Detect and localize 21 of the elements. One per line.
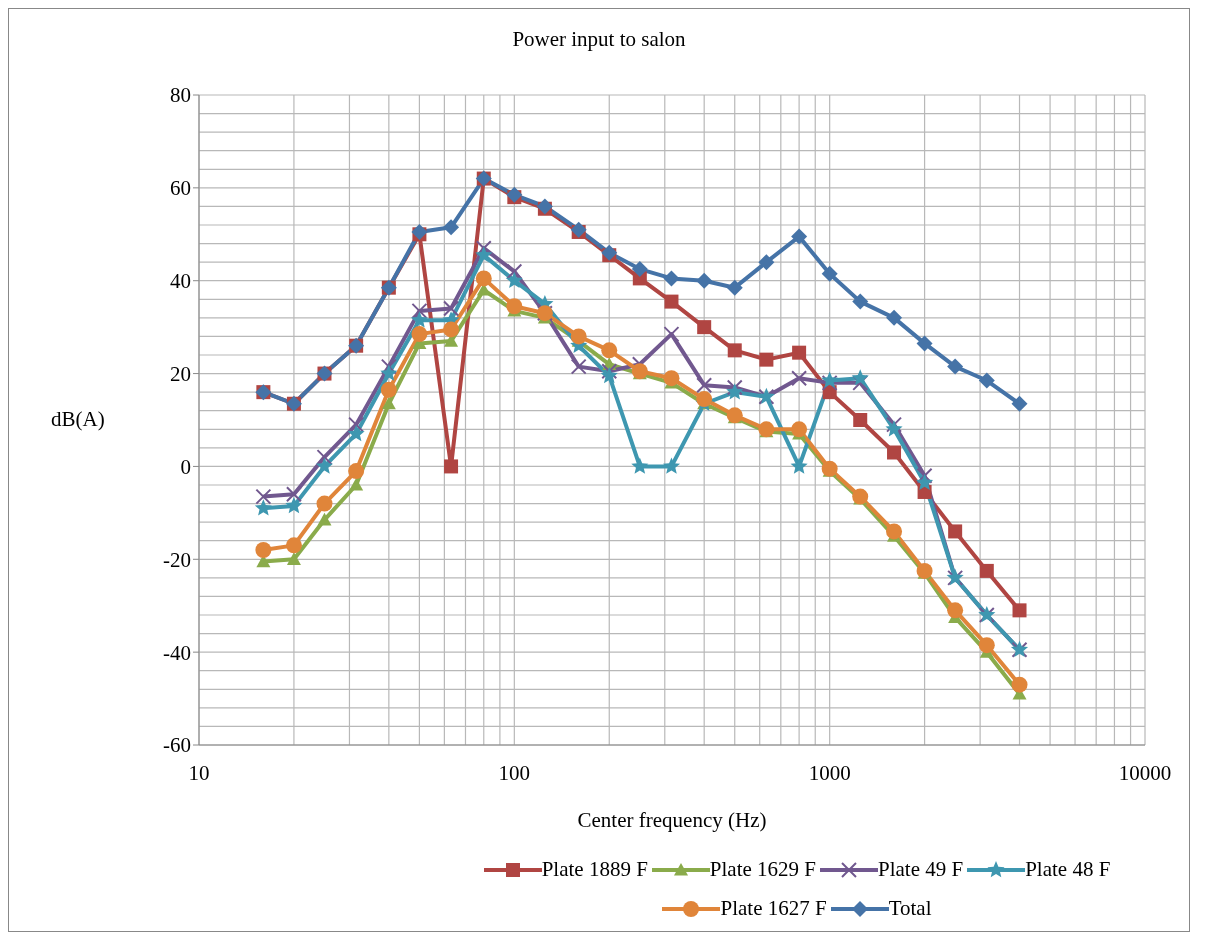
x-axis-title: Center frequency (Hz) [577,808,767,832]
y-tick-label: 0 [180,454,191,479]
x-tick-label: 100 [498,760,531,785]
y-axis-title: dB(A) [51,407,105,432]
y-tick-label: 20 [170,362,191,387]
y-tick-label: 80 [170,83,191,108]
y-tick-label: -60 [163,733,191,758]
legend-label: Total [888,896,932,921]
x-tick-label: 1000 [808,760,851,785]
y-tick-label: 40 [170,269,191,294]
legend-label: Plate 1627 F [720,896,827,921]
legend-label: Plate 49 F [878,857,964,882]
y-tick-label: -20 [163,547,191,572]
legend-label: Plate 1629 F [709,857,816,882]
legend-label: Plate 1889 F [541,857,648,882]
y-tick-label: 60 [170,176,191,201]
y-tick-label: -40 [163,640,191,665]
chart-title: Power input to salon [511,27,687,52]
x-tick-label: 10 [188,760,210,785]
x-tick-label: 10000 [1118,760,1172,785]
legend-label: Plate 48 F [1025,857,1111,882]
